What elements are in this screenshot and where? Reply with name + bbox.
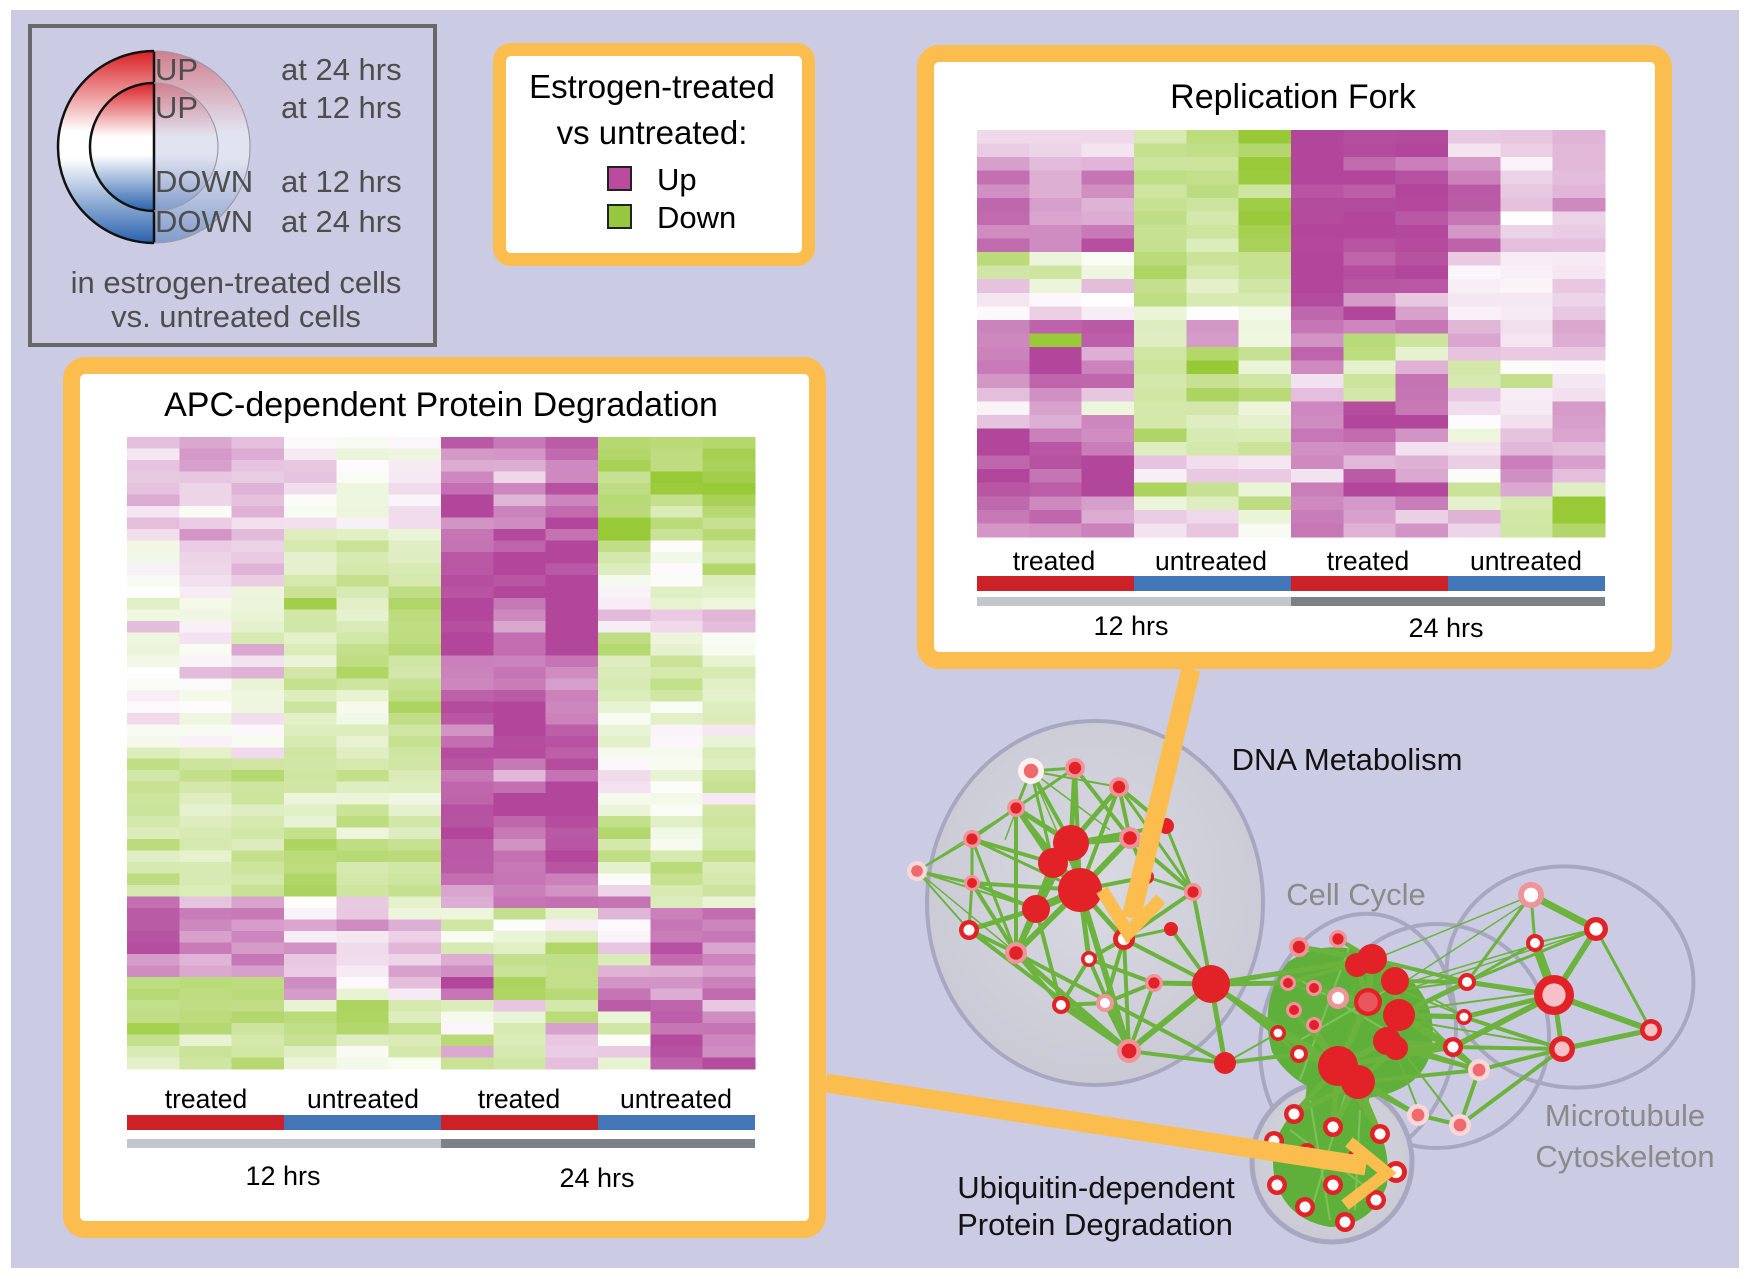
svg-text:Microtubule: Microtubule bbox=[1545, 1098, 1705, 1133]
svg-text:DNA Metabolism: DNA Metabolism bbox=[1232, 742, 1463, 777]
svg-text:Protein Degradation: Protein Degradation bbox=[957, 1207, 1233, 1242]
svg-text:Cytoskeleton: Cytoskeleton bbox=[1535, 1139, 1714, 1174]
svg-text:Ubiquitin-dependent: Ubiquitin-dependent bbox=[957, 1170, 1235, 1205]
svg-text:Cell Cycle: Cell Cycle bbox=[1286, 877, 1426, 912]
